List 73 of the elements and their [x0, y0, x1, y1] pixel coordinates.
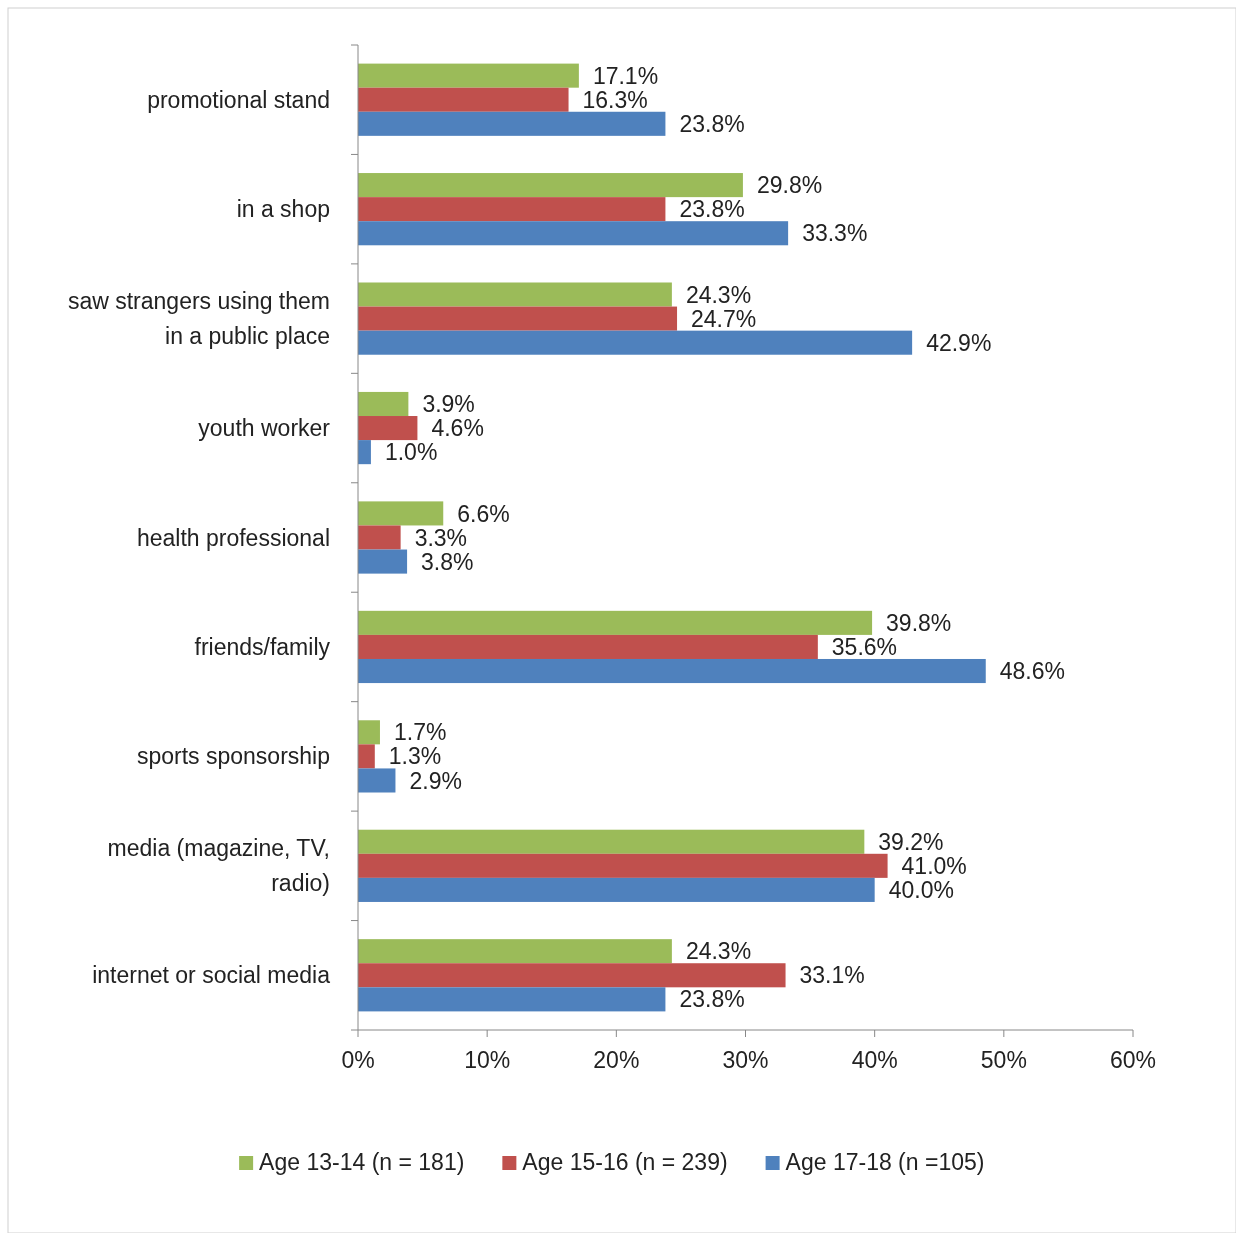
data-label: 35.6% [831, 634, 898, 661]
bar [358, 939, 672, 964]
data-label: 39.8% [886, 609, 952, 636]
bar [358, 744, 375, 769]
bar [358, 416, 418, 441]
y-tick-label: sports sponsorship [136, 743, 330, 770]
data-label: 1.3% [388, 743, 442, 770]
data-label: 2.9% [409, 767, 462, 794]
bar [358, 501, 444, 526]
x-tick-label: 0% [341, 1047, 375, 1073]
bar [358, 63, 579, 88]
y-tick-label: health professional [136, 524, 330, 551]
data-label: 1.7% [393, 719, 447, 746]
data-label: 17.1% [592, 62, 659, 89]
bar [358, 877, 875, 902]
data-label: 3.8% [421, 548, 474, 575]
data-label: 41.0% [901, 852, 967, 879]
y-tick-label: media (magazine, TV, radio) [107, 835, 330, 897]
data-label: 33.3% [802, 220, 868, 247]
bar [358, 853, 888, 878]
data-label: 16.3% [582, 86, 648, 113]
data-label: 24.3% [685, 281, 752, 308]
data-label: 42.9% [926, 329, 992, 356]
x-tick-label: 30% [722, 1047, 769, 1073]
bar [358, 829, 865, 854]
data-label: 23.8% [679, 196, 745, 223]
bar [358, 610, 873, 635]
bar [358, 549, 408, 574]
bar [358, 720, 380, 745]
data-label: 29.8% [756, 172, 823, 199]
data-label: 23.8% [679, 110, 745, 137]
bar [358, 658, 986, 684]
y-tick-label: internet or social media [92, 962, 331, 989]
bar [358, 440, 371, 465]
bar [358, 391, 409, 417]
x-tick-label: 20% [593, 1047, 640, 1073]
y-tick-label: saw strangers using them in a public place [67, 288, 330, 350]
data-label: 6.6% [457, 500, 510, 527]
bar [358, 525, 401, 550]
data-label: 24.7% [691, 305, 757, 332]
data-label: 3.3% [414, 524, 468, 551]
bar [358, 634, 818, 659]
bar [358, 197, 666, 222]
x-tick-label: 40% [851, 1047, 898, 1073]
bar [358, 221, 789, 246]
y-tick-label: youth worker [198, 415, 331, 442]
bar [358, 173, 743, 198]
y-tick-label: promotional stand [147, 86, 330, 113]
data-label: 33.1% [799, 962, 865, 989]
data-label: 24.3% [685, 938, 752, 965]
y-tick-label: in a shop [236, 196, 330, 223]
data-label: 40.0% [888, 876, 954, 903]
data-label: 4.6% [431, 415, 484, 442]
x-tick-label: 50% [980, 1047, 1027, 1073]
data-label: 48.6% [999, 658, 1065, 685]
bar [358, 306, 678, 331]
x-tick-label: 60% [1109, 1047, 1157, 1073]
bar [358, 111, 666, 136]
data-label: 39.2% [878, 828, 944, 855]
data-label: 23.8% [679, 986, 745, 1013]
legend-label: Age 15-16 (n = 239) [522, 1149, 728, 1176]
bar [358, 963, 786, 988]
legend-label: Age 17-18 (n =105) [785, 1149, 985, 1176]
data-label: 1.0% [384, 439, 438, 466]
bar [358, 87, 569, 112]
bar [358, 330, 913, 355]
bar [358, 768, 396, 793]
legend-label: Age 13-14 (n = 181) [259, 1149, 465, 1176]
x-tick-label: 10% [464, 1047, 511, 1073]
y-tick-label: friends/family [194, 634, 331, 661]
bar [358, 282, 672, 307]
bar [358, 987, 666, 1012]
data-label: 3.9% [422, 391, 475, 418]
